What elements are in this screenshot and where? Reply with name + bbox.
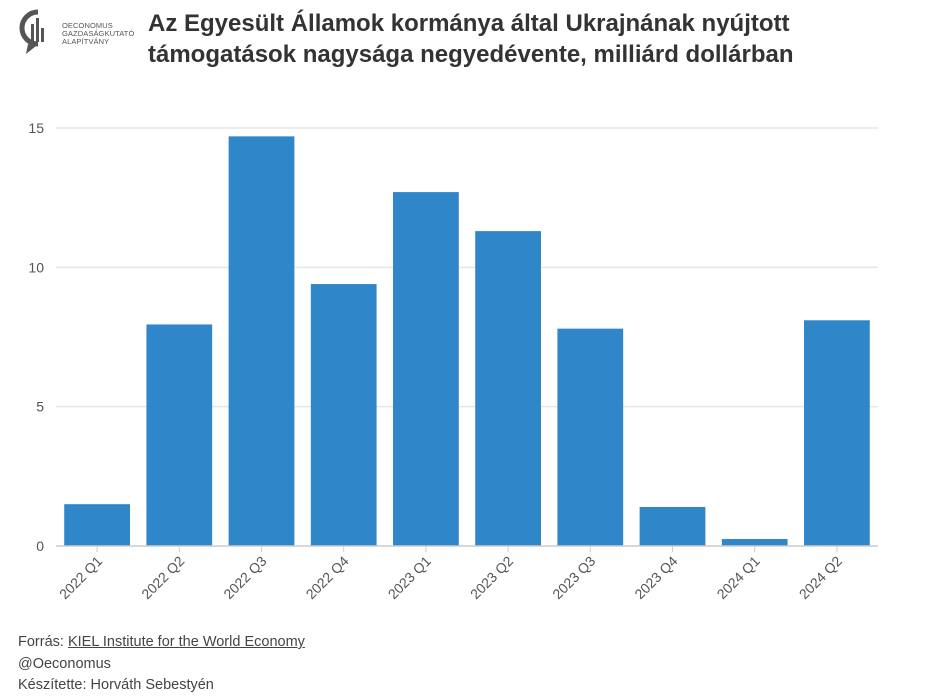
chart-title-line: támogatások nagysága negyedévente, milli… [148, 41, 794, 68]
y-tick-label: 0 [36, 538, 44, 554]
logo-text: OECONOMUS GAZDASÁGKUTATÓ ALAPÍTVÁNY [62, 22, 134, 46]
oeconomus-logo-icon [19, 9, 44, 54]
author-text: Készítette: Horváth Sebestyén [18, 677, 214, 693]
x-tick-label: 2022 Q1 [56, 553, 105, 602]
y-tick-label: 15 [28, 120, 44, 136]
x-tick-label: 2024 Q2 [796, 553, 845, 602]
bar [64, 504, 130, 546]
x-tick-label: 2024 Q1 [714, 553, 763, 602]
x-tick-label: 2023 Q1 [385, 553, 434, 602]
bar [557, 328, 624, 546]
chart-title-line: Az Egyesült Államok kormánya által Ukraj… [148, 10, 790, 37]
x-tick-label: 2022 Q2 [138, 553, 187, 602]
bar [146, 324, 213, 546]
logo-line: ALAPÍTVÁNY [62, 37, 110, 46]
logo-line: GAZDASÁGKUTATÓ [62, 29, 135, 38]
source-line: Forrás: KIEL Institute for the World Eco… [18, 632, 305, 654]
source-label: Forrás: [18, 634, 68, 650]
bar [475, 231, 541, 546]
x-tick-label: 2023 Q4 [631, 553, 680, 602]
bar [393, 192, 459, 547]
x-tick-label: 2022 Q3 [220, 553, 269, 602]
footer: Forrás: KIEL Institute for the World Eco… [18, 632, 305, 697]
y-tick-label: 5 [36, 399, 44, 415]
bar-chart: 0 5 10 15 2022 Q1 2022 Q2 2022 Q3 2022 Q4 2023 Q… [28, 120, 878, 602]
bar [639, 506, 706, 546]
bar [804, 320, 870, 546]
bar [310, 284, 377, 546]
logo: OECONOMUS GAZDASÁGKUTATÓ ALAPÍTVÁNY [18, 8, 138, 68]
logo-line: OECONOMUS [62, 21, 113, 30]
bar [721, 539, 788, 546]
bar [228, 136, 295, 547]
y-tick-label: 10 [28, 259, 44, 275]
x-tick-label: 2023 Q3 [549, 553, 598, 602]
x-tick-label: 2022 Q4 [303, 553, 352, 602]
source-link[interactable]: KIEL Institute for the World Economy [67, 634, 305, 650]
handle-text: @Oeconomus [18, 655, 111, 672]
x-tick-label: 2023 Q2 [467, 553, 516, 602]
chart-title: Az Egyesült Államok kormánya által Ukraj… [148, 8, 928, 70]
